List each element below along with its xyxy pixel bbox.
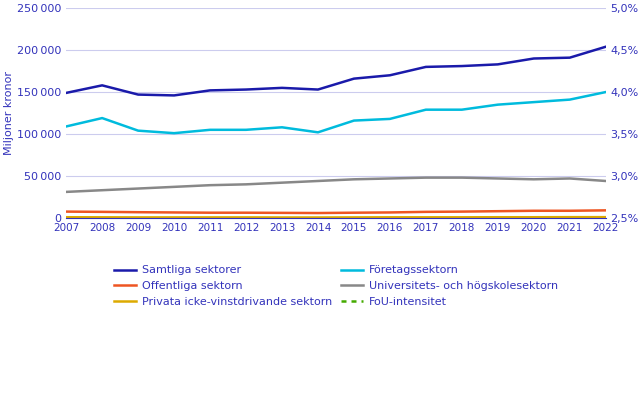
Universitets- och högskolesektorn	[386, 176, 394, 181]
Universitets- och högskolesektorn	[98, 188, 106, 193]
Offentliga sektorn	[350, 210, 358, 215]
Offentliga sektorn	[62, 209, 70, 214]
Universitets- och högskolesektorn	[62, 189, 70, 194]
Universitets- och högskolesektorn	[350, 177, 358, 182]
Privata icke-vinstdrivande sektorn	[422, 215, 430, 220]
Privata icke-vinstdrivande sektorn	[278, 215, 286, 220]
Offentliga sektorn	[278, 210, 286, 215]
Privata icke-vinstdrivande sektorn	[134, 215, 142, 220]
Företagssektorn	[242, 127, 250, 132]
Line: Företagssektorn: Företagssektorn	[66, 92, 606, 133]
Universitets- och högskolesektorn	[278, 180, 286, 185]
Offentliga sektorn	[530, 208, 538, 213]
Universitets- och högskolesektorn	[602, 178, 610, 183]
Privata icke-vinstdrivande sektorn	[530, 215, 538, 220]
Företagssektorn	[602, 89, 610, 94]
Samtliga sektorer	[494, 62, 502, 67]
Offentliga sektorn	[98, 209, 106, 214]
Offentliga sektorn	[422, 209, 430, 214]
Samtliga sektorer	[170, 93, 178, 98]
Samtliga sektorer	[62, 90, 70, 95]
Privata icke-vinstdrivande sektorn	[602, 215, 610, 220]
Företagssektorn	[314, 130, 322, 135]
Universitets- och högskolesektorn	[458, 175, 466, 180]
Samtliga sektorer	[350, 76, 358, 81]
Företagssektorn	[170, 131, 178, 136]
Privata icke-vinstdrivande sektorn	[170, 215, 178, 220]
Offentliga sektorn	[386, 210, 394, 215]
Universitets- och högskolesektorn	[314, 178, 322, 183]
Universitets- och högskolesektorn	[530, 177, 538, 182]
Företagssektorn	[494, 102, 502, 107]
Företagssektorn	[458, 107, 466, 112]
Samtliga sektorer	[530, 56, 538, 61]
Offentliga sektorn	[602, 208, 610, 213]
Företagssektorn	[134, 128, 142, 133]
Samtliga sektorer	[278, 85, 286, 90]
Företagssektorn	[98, 116, 106, 121]
Privata icke-vinstdrivande sektorn	[458, 215, 466, 220]
Universitets- och högskolesektorn	[494, 176, 502, 181]
Samtliga sektorer	[602, 44, 610, 49]
Offentliga sektorn	[242, 210, 250, 215]
Företagssektorn	[206, 127, 214, 132]
Offentliga sektorn	[206, 210, 214, 215]
Företagssektorn	[278, 125, 286, 130]
Företagssektorn	[566, 97, 574, 102]
Företagssektorn	[422, 107, 430, 112]
Universitets- och högskolesektorn	[206, 183, 214, 188]
Samtliga sektorer	[422, 64, 430, 69]
Line: Offentliga sektorn: Offentliga sektorn	[66, 210, 606, 213]
Samtliga sektorer	[206, 88, 214, 93]
Legend: Samtliga sektorer, Offentliga sektorn, Privata icke-vinstdrivande sektorn, Föret: Samtliga sektorer, Offentliga sektorn, P…	[114, 265, 558, 307]
Offentliga sektorn	[314, 210, 322, 215]
Offentliga sektorn	[134, 210, 142, 215]
Samtliga sektorer	[134, 92, 142, 97]
Privata icke-vinstdrivande sektorn	[386, 215, 394, 220]
Privata icke-vinstdrivande sektorn	[350, 215, 358, 220]
Privata icke-vinstdrivande sektorn	[206, 215, 214, 220]
Privata icke-vinstdrivande sektorn	[314, 215, 322, 220]
Privata icke-vinstdrivande sektorn	[62, 215, 70, 220]
Universitets- och högskolesektorn	[566, 176, 574, 181]
Offentliga sektorn	[458, 209, 466, 214]
Line: Universitets- och högskolesektorn: Universitets- och högskolesektorn	[66, 178, 606, 192]
Företagssektorn	[386, 116, 394, 121]
Line: Samtliga sektorer: Samtliga sektorer	[66, 47, 606, 95]
Företagssektorn	[530, 100, 538, 105]
Samtliga sektorer	[242, 87, 250, 92]
Universitets- och högskolesektorn	[170, 184, 178, 189]
Offentliga sektorn	[494, 209, 502, 214]
Privata icke-vinstdrivande sektorn	[494, 215, 502, 220]
Offentliga sektorn	[170, 210, 178, 215]
Företagssektorn	[62, 124, 70, 129]
Samtliga sektorer	[386, 73, 394, 78]
Offentliga sektorn	[566, 208, 574, 213]
Samtliga sektorer	[566, 55, 574, 60]
Samtliga sektorer	[98, 83, 106, 88]
Privata icke-vinstdrivande sektorn	[242, 215, 250, 220]
Universitets- och högskolesektorn	[422, 175, 430, 180]
Företagssektorn	[350, 118, 358, 123]
Universitets- och högskolesektorn	[242, 182, 250, 187]
Samtliga sektorer	[458, 64, 466, 69]
Samtliga sektorer	[314, 87, 322, 92]
Y-axis label: Miljoner kronor: Miljoner kronor	[4, 71, 14, 155]
Universitets- och högskolesektorn	[134, 186, 142, 191]
Privata icke-vinstdrivande sektorn	[98, 215, 106, 220]
Privata icke-vinstdrivande sektorn	[566, 215, 574, 220]
